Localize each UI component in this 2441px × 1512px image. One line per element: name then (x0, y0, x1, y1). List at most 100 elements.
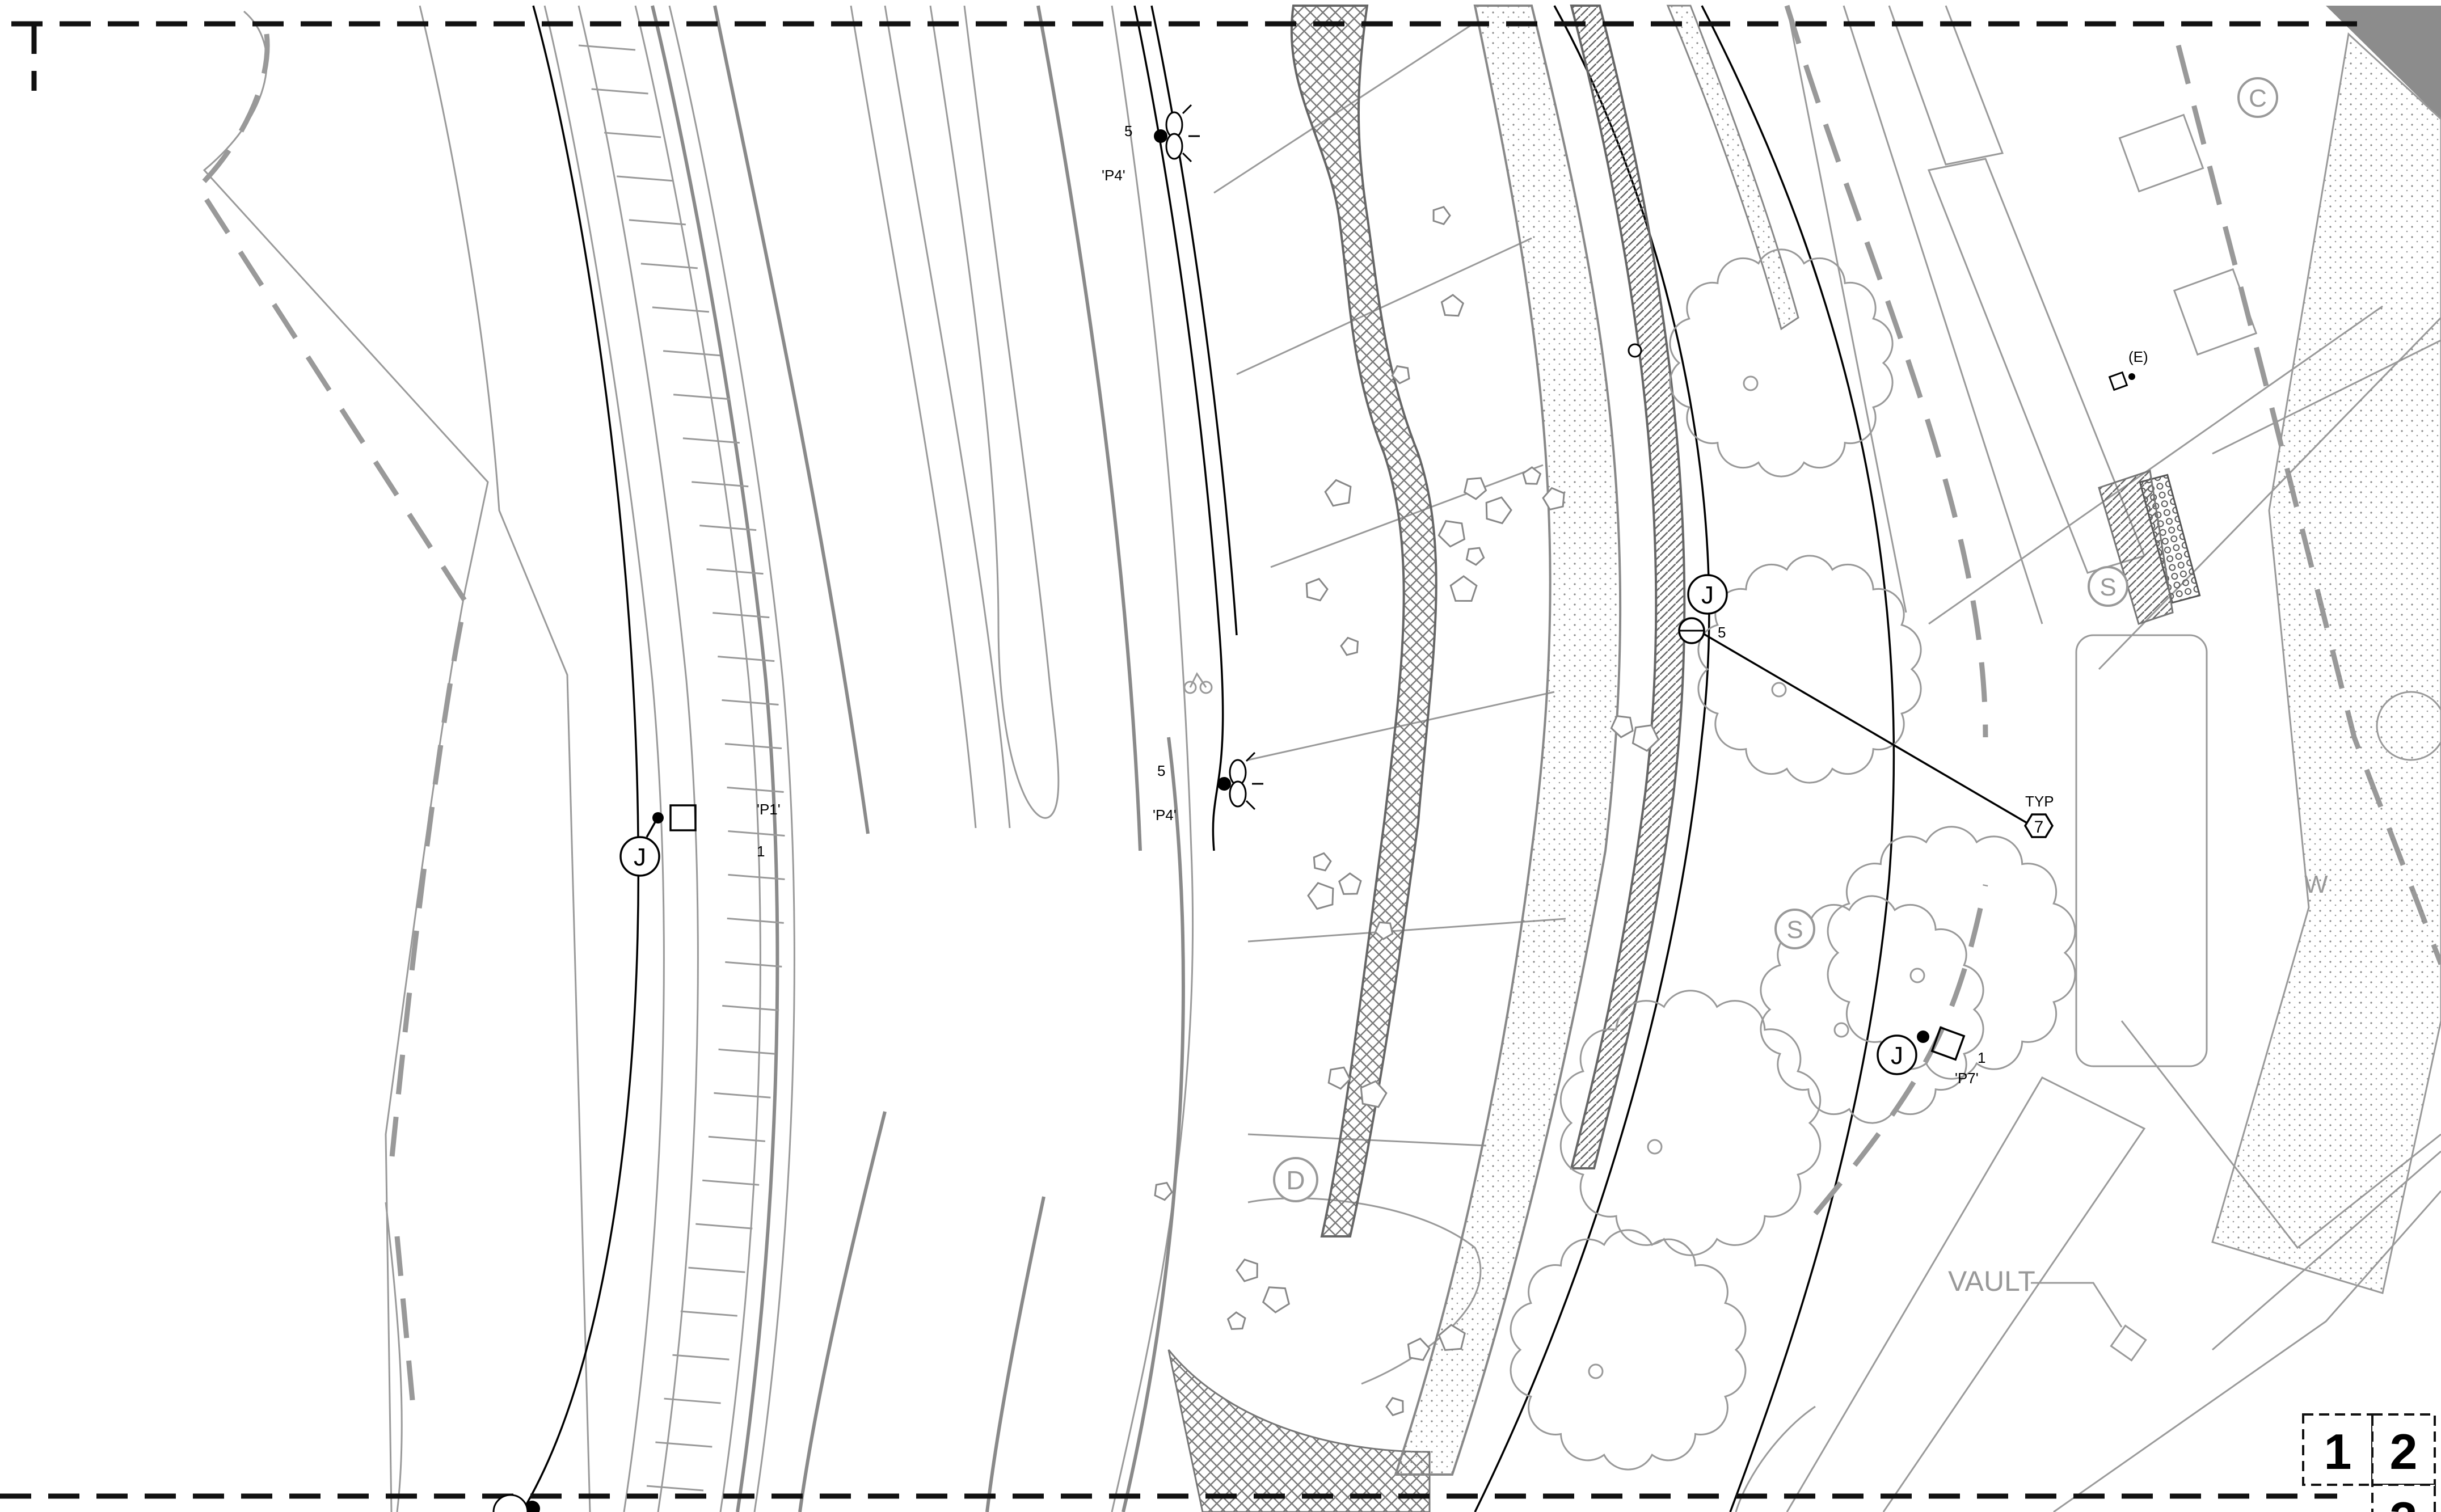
corner-fill (2326, 6, 2441, 119)
svg-text:S: S (2099, 573, 2116, 601)
curved-path (1394, 5, 1799, 1476)
w-mark: W (2304, 871, 2328, 898)
paver-tick (725, 961, 782, 968)
boulder-icon (1226, 1311, 1246, 1330)
label-num-5-top: 5 (1124, 123, 1132, 140)
junction-box-3[interactable]: J (1877, 1026, 1966, 1075)
paver-tick (652, 306, 710, 313)
paver-tick (695, 1223, 753, 1230)
key-tile-1: 1 (2324, 1424, 2352, 1480)
paver-tick (722, 1004, 779, 1011)
boulder-icon (1360, 1080, 1388, 1108)
paver-tick (663, 350, 720, 357)
roadway-lines (713, 5, 1194, 1512)
tree-trunk-icon (1743, 375, 1759, 391)
boulder-icon (1631, 724, 1660, 752)
tree-canopy-icon (1760, 895, 1984, 1124)
boulder-icon (1154, 1181, 1173, 1201)
label-p4-top: 'P4' (1102, 167, 1125, 184)
paver-tick (718, 656, 775, 662)
parking-area (1784, 5, 2441, 1512)
paver-tick (722, 699, 779, 706)
paver-tick (604, 132, 661, 138)
junction-box-2[interactable]: J (1678, 574, 1728, 644)
svg-text:S: S (1786, 916, 1803, 944)
boulder-icon-group (1154, 206, 1660, 1417)
label-typ: TYP (2025, 793, 2054, 810)
boulder-icon (1327, 1066, 1351, 1090)
existing-box-icon (2108, 371, 2128, 391)
boulder-icon (1262, 1286, 1291, 1314)
svg-text:C: C (2249, 85, 2267, 112)
label-num-1-left: 1 (757, 843, 765, 860)
paver-tick (629, 219, 686, 226)
tree-trunk-icon (1588, 1363, 1604, 1379)
paver-tick (708, 1135, 766, 1142)
keynote-tag[interactable]: 7 (2023, 813, 2054, 838)
paver-tick (718, 1048, 775, 1055)
tree-canopy-icon (1559, 990, 1822, 1256)
paver-tick (728, 830, 785, 837)
service-circle-1: S (2088, 566, 2128, 607)
boulder-icon (1485, 496, 1512, 525)
text-labels: 'P1' 1 5 'P4' 5 'P4' 5 TYP 1 'P7' (E) VA… (757, 123, 2148, 1297)
vault-box (2110, 1324, 2147, 1362)
boulder-icon (1463, 477, 1487, 500)
boulder-icon (1374, 921, 1394, 940)
paver-tick (713, 612, 770, 619)
label-p1: 'P1' (757, 801, 781, 818)
label-vault: VAULT (1948, 1265, 2035, 1297)
label-e: (E) (2128, 348, 2148, 365)
boulder-icon (1437, 1324, 1466, 1351)
left-boundary (195, 10, 489, 1512)
label-num-5-mid: 5 (1157, 762, 1165, 779)
paver-tick (714, 1092, 771, 1099)
paver-tick (702, 1179, 760, 1186)
junction-box-icon: J (1701, 581, 1714, 609)
boulder-icon (1305, 577, 1329, 602)
junction-box-1[interactable]: J (619, 804, 697, 877)
paver-tick (673, 394, 731, 400)
boulder-icon (1407, 1337, 1431, 1361)
left-walkway (419, 5, 795, 1512)
boulder-icon (1465, 547, 1485, 566)
paver-tick (578, 44, 636, 51)
svg-text:7: 7 (2034, 818, 2044, 837)
paver-tick (692, 481, 749, 488)
paver-tick (728, 873, 785, 880)
svg-text:D: D (1286, 1165, 1305, 1195)
paver-tick (688, 1266, 745, 1273)
junction-box-icon: J (1891, 1042, 1903, 1070)
boulder-icon (1391, 365, 1410, 385)
paver-grid (578, 44, 785, 1492)
boulder-icon (1522, 466, 1542, 485)
boulder-icon (1542, 487, 1565, 511)
conduit-lines (521, 5, 1895, 1512)
paver-tick (655, 1441, 713, 1448)
bioswale (1290, 5, 1437, 1238)
label-num-5-right: 5 (1718, 624, 1726, 641)
bicycle-icon (1183, 672, 1213, 694)
label-num-1-right: 1 (1978, 1049, 1985, 1066)
key-map[interactable]: 1 2 3 (2302, 1413, 2436, 1512)
boulder-icon (1385, 1397, 1404, 1417)
light-fixture-icon[interactable] (492, 1494, 540, 1512)
tree-trunk-icon (1833, 1022, 1849, 1038)
label-p7: 'P7' (1955, 1070, 1979, 1087)
key-tile-2: 2 (2390, 1424, 2418, 1480)
key-tile-3: 3 (2390, 1492, 2418, 1512)
paver-tick (706, 568, 764, 575)
paver-tick (682, 437, 740, 444)
service-circle-2: S (1774, 909, 1815, 949)
junction-box-icon: J (634, 843, 646, 871)
boulder-icon (1338, 872, 1362, 895)
tree-trunk-icon (1647, 1139, 1663, 1155)
boulder-icon (1313, 852, 1332, 872)
paver-tick (672, 1354, 730, 1361)
keynote-leader (1696, 628, 2031, 826)
light-fixture-icon[interactable] (1217, 751, 1263, 810)
tree-trunk-icon (1909, 968, 1925, 983)
light-fixture-icon[interactable] (1154, 104, 1200, 163)
boulder-icon (1449, 575, 1478, 602)
